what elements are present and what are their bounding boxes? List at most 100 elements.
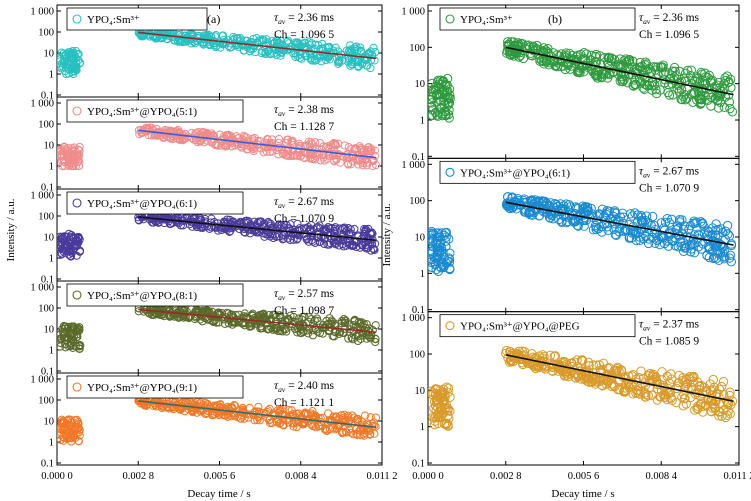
y-tick-label: 1 000 bbox=[30, 99, 54, 110]
data-point bbox=[440, 228, 450, 238]
data-point bbox=[363, 243, 373, 253]
data-point bbox=[609, 67, 619, 77]
data-point bbox=[275, 419, 284, 428]
data-point bbox=[57, 334, 65, 344]
y-axis-label-left: Intensity / a.u. bbox=[5, 198, 17, 261]
data-point bbox=[430, 259, 441, 269]
subplot-5: 0.1 1 10 100 1 000 YPO₄:Sm³⁺@YPO₄(9:1) τav = 2.… bbox=[30, 372, 383, 470]
data-point bbox=[669, 75, 679, 86]
data-point bbox=[697, 95, 707, 105]
data-point bbox=[324, 409, 333, 418]
y-tick-label: 100 bbox=[38, 396, 54, 407]
data-point bbox=[428, 78, 437, 89]
data-point bbox=[433, 75, 443, 86]
data-point bbox=[433, 238, 443, 249]
data-point bbox=[703, 394, 714, 404]
legend-marker bbox=[72, 106, 82, 116]
data-point bbox=[503, 41, 513, 51]
data-point bbox=[248, 309, 257, 318]
data-point bbox=[256, 322, 265, 331]
data-point bbox=[713, 103, 724, 113]
data-point bbox=[711, 225, 721, 235]
data-point bbox=[692, 72, 702, 82]
data-point bbox=[678, 401, 688, 411]
fit-line bbox=[138, 308, 377, 334]
y-tick-label: 0.1 bbox=[41, 459, 54, 470]
data-point bbox=[59, 436, 68, 445]
data-point bbox=[361, 226, 371, 235]
data-point bbox=[304, 417, 313, 426]
data-point bbox=[509, 51, 519, 61]
data-point bbox=[428, 262, 437, 273]
y-tick-label: 1 000 bbox=[30, 375, 54, 386]
data-point bbox=[245, 47, 255, 56]
data-point bbox=[62, 54, 71, 63]
data-point bbox=[442, 92, 453, 103]
data-point bbox=[315, 421, 324, 430]
data-point bbox=[443, 387, 453, 398]
data-point bbox=[635, 224, 645, 235]
data-point bbox=[224, 130, 233, 140]
data-points bbox=[57, 123, 381, 171]
data-point bbox=[430, 388, 441, 399]
data-point bbox=[209, 221, 219, 231]
data-point bbox=[74, 238, 83, 247]
data-point bbox=[624, 55, 635, 65]
data-point bbox=[657, 367, 667, 377]
data-point bbox=[441, 419, 451, 429]
data-point bbox=[610, 206, 620, 216]
data-point bbox=[443, 406, 453, 416]
data-point bbox=[273, 143, 283, 152]
data-point bbox=[503, 192, 513, 202]
data-point bbox=[293, 230, 303, 239]
data-point bbox=[362, 420, 371, 429]
data-point bbox=[220, 319, 230, 328]
data-point bbox=[182, 307, 191, 316]
axis-labels: Intensity / a.u. Intensity / a.u. Decay … bbox=[5, 198, 615, 500]
data-point bbox=[175, 37, 184, 46]
data-point bbox=[75, 340, 84, 350]
data-point bbox=[292, 235, 301, 244]
tau-annotation: τav = 2.67 ms bbox=[639, 165, 700, 179]
data-point bbox=[651, 88, 662, 99]
data-point bbox=[154, 308, 163, 318]
y-tick-label: 0.1 bbox=[412, 152, 425, 163]
data-point bbox=[239, 131, 248, 141]
data-point bbox=[610, 381, 620, 392]
data-point bbox=[72, 416, 82, 425]
data-point bbox=[714, 411, 724, 421]
data-point bbox=[337, 56, 347, 65]
data-point bbox=[635, 235, 645, 246]
legend-marker bbox=[72, 290, 82, 300]
x-tick-label: 0.000 0 bbox=[41, 471, 73, 482]
data-point bbox=[334, 329, 344, 338]
data-point bbox=[443, 109, 454, 120]
data-point bbox=[670, 66, 680, 77]
data-point bbox=[360, 55, 370, 64]
data-point bbox=[618, 212, 629, 222]
data-point bbox=[362, 334, 371, 343]
data-point bbox=[679, 74, 689, 84]
data-point bbox=[619, 385, 630, 396]
data-point bbox=[521, 40, 532, 51]
data-point bbox=[57, 415, 66, 424]
data-point bbox=[583, 206, 593, 216]
fit-line bbox=[505, 201, 734, 246]
data-point bbox=[573, 221, 583, 231]
data-point bbox=[713, 230, 723, 241]
fit-line bbox=[138, 400, 377, 429]
panel-label: (a) bbox=[207, 12, 220, 26]
y-tick-label: 1 000 bbox=[401, 7, 425, 18]
data-point bbox=[431, 236, 441, 247]
data-point bbox=[680, 68, 691, 79]
data-point bbox=[572, 355, 582, 365]
ch-annotation: Ch = 1.070 9 bbox=[274, 213, 334, 225]
data-point bbox=[440, 403, 450, 413]
data-point bbox=[67, 335, 76, 344]
x-tick-label: 0.002 8 bbox=[490, 471, 522, 482]
x-tick-label: 0.011 2 bbox=[366, 471, 397, 482]
data-point bbox=[358, 241, 367, 250]
data-point bbox=[224, 223, 233, 232]
data-point bbox=[330, 319, 340, 328]
data-point bbox=[640, 79, 650, 89]
